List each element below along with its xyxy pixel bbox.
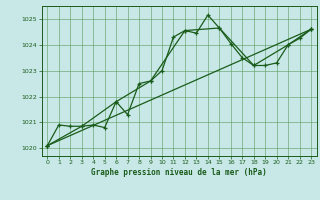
- X-axis label: Graphe pression niveau de la mer (hPa): Graphe pression niveau de la mer (hPa): [91, 168, 267, 177]
